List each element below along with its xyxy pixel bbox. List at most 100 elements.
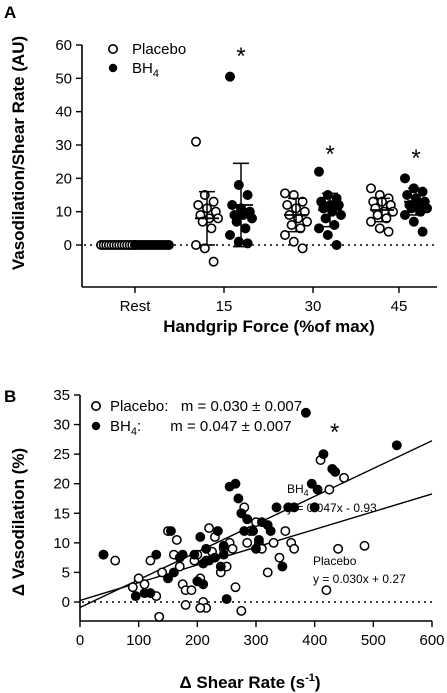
panel-b-bh4-point <box>218 540 229 551</box>
panel-b-x-tick-label: 400 <box>302 632 327 649</box>
panel-b-x-tick-label: 100 <box>126 632 151 649</box>
panel-a-placebo-point <box>301 216 312 227</box>
panel-b-bh4-point <box>330 466 341 477</box>
legend-bh4-sub: 4 <box>153 68 159 80</box>
panel-a-placebo-point <box>365 216 376 227</box>
panel-a-x-tick-label: Rest <box>120 298 152 315</box>
panel-b-bh4-point <box>212 526 223 536</box>
panel-a-placebo-point <box>372 210 383 221</box>
panel-b-bh4-point <box>309 502 320 513</box>
panel-b-bh4-point <box>198 579 209 590</box>
panel-a-bh4-point <box>329 220 340 231</box>
panel-b-bh4-point <box>306 478 317 489</box>
legend-b-bh4-marker <box>91 421 101 431</box>
panel-a-y-tick-label: 40 <box>55 104 72 121</box>
legend-b-bh4-text: BH4: m = 0.047 ± 0.007 <box>110 418 292 438</box>
panel-b-bh4-point <box>165 526 176 536</box>
panel-a-y-axis-title: Vasodilation/Shear Rate (AU) <box>9 36 28 270</box>
panel-a-significance-star: * <box>325 141 334 168</box>
panel-a-placebo-point <box>374 223 385 234</box>
panel-b-bh4-point <box>218 549 229 560</box>
panel-b-placebo-point <box>274 552 285 563</box>
panel-a-placebo-point <box>286 220 297 231</box>
panel-b-x-title-sup: -1 <box>305 672 315 684</box>
panel-a-placebo-point <box>387 206 398 217</box>
panel-b-bh4-point <box>145 588 156 599</box>
panel-a-placebo-point <box>199 243 210 254</box>
panel-b-x-title-main: Δ Shear Rate (s <box>179 673 305 692</box>
panel-b-y-axis-title: Δ Vasodilation (%) <box>9 448 28 596</box>
panel-b-placebo-point <box>268 537 279 548</box>
panel-b-bh4-point <box>130 591 141 602</box>
panel-a-bh4-point <box>240 223 251 234</box>
panel-b-x-tick-label: 500 <box>361 632 386 649</box>
panel-a-y-tick-label: 60 <box>55 37 72 54</box>
panel-b-placebo-point <box>339 472 349 483</box>
panel-b-data <box>79 407 433 622</box>
panel-a-placebo-point <box>297 196 308 207</box>
legend-b-bh4-slope: : m = 0.047 ± 0.007 <box>137 418 292 435</box>
panel-b-placebo-point <box>171 534 182 545</box>
panel-b-bh4-point <box>312 484 323 495</box>
panel-b-placebo-point <box>262 567 273 578</box>
panel-a-placebo-point <box>288 190 299 201</box>
panel-b-placebo-point <box>110 555 121 566</box>
panel-b-y-tick-label: 15 <box>53 505 70 522</box>
panel-a-bh4-point <box>331 240 342 251</box>
legend-b-significance-star: * <box>330 419 339 446</box>
panel-a-bh4-point <box>406 203 417 214</box>
panel-b-bh4-point <box>198 558 209 569</box>
panel-a-label: A <box>4 3 16 22</box>
panel-b-x-axis-title: Δ Shear Rate (s-1) <box>179 672 320 692</box>
fit-label-bh4-main: BH <box>287 482 304 496</box>
panel-a-significance-star: * <box>411 145 420 172</box>
panel-b-bh4-point <box>98 549 109 560</box>
panel-a-bh4-point <box>333 200 344 211</box>
panel-b-placebo-point <box>280 526 291 536</box>
panel-b-placebo-point <box>204 523 215 534</box>
panel-a-bh4-point <box>242 238 253 249</box>
panel-b-bh4-point <box>230 478 241 489</box>
panel-a-placebo-point <box>279 188 290 199</box>
panel-b-placebo-point <box>139 579 150 590</box>
legend-b-bh4-sub: 4 <box>131 426 137 438</box>
panel-b-bh4-point <box>163 573 173 584</box>
panel-b-label: B <box>4 387 16 406</box>
panel-a-placebo-point <box>383 226 394 237</box>
panel-a-bh4-point <box>417 186 428 197</box>
panel-a-bh4-point <box>417 226 428 237</box>
panel-a-x-tick-label: 30 <box>305 298 322 315</box>
panel-b-x-title-end: ) <box>315 673 321 692</box>
fit-equation-bh4: y = 0.047x - 0.93 <box>287 501 377 515</box>
panel-a-bh4-point <box>225 230 236 241</box>
legend-b-placebo-text: Placebo: m = 0.030 ± 0.007 <box>110 398 302 415</box>
panel-b-y-tick-label: 30 <box>53 417 70 434</box>
panel-a-y-tick-label: 10 <box>55 204 72 221</box>
panel-a-placebo-point <box>365 183 376 194</box>
legend-bh4-main: BH <box>132 60 153 77</box>
panel-a-placebo-point <box>279 230 290 241</box>
panel-b-x-tick-label: 200 <box>185 632 210 649</box>
panel-b-bh4-point <box>277 561 288 572</box>
panel-b-placebo-point <box>324 484 335 495</box>
panel-b-placebo-point <box>230 582 241 593</box>
panel-b-bh4-point <box>265 526 276 536</box>
panel-b-placebo-point <box>133 573 144 584</box>
panel-b-bh4-point <box>221 594 232 604</box>
panel-b-bh4-point <box>253 534 264 545</box>
legend-placebo-marker <box>108 43 119 54</box>
panel-b-bh4-point <box>168 567 179 578</box>
panel-a-placebo-point <box>191 136 202 147</box>
panel-b-bh4-point <box>151 549 162 560</box>
panel-b-bh4-point <box>189 549 200 560</box>
panel-b-bh4-point <box>239 526 250 536</box>
panel-b-x-tick-label: 0 <box>76 632 84 649</box>
panel-a-placebo-point <box>191 240 202 251</box>
panel-a-placebo-point <box>282 200 293 211</box>
panel-a-bh4-point <box>313 166 324 177</box>
panel-a-chart: 0 10 20 30 40 50 60 Rest 15 30 45 * * * Vasodilation… <box>9 36 437 336</box>
panel-b-bh4-point <box>248 526 259 536</box>
panel-a-placebo-point <box>193 200 204 211</box>
panel-a-bh4-point <box>247 213 258 224</box>
panel-a-y-tick-label: 0 <box>64 237 72 254</box>
